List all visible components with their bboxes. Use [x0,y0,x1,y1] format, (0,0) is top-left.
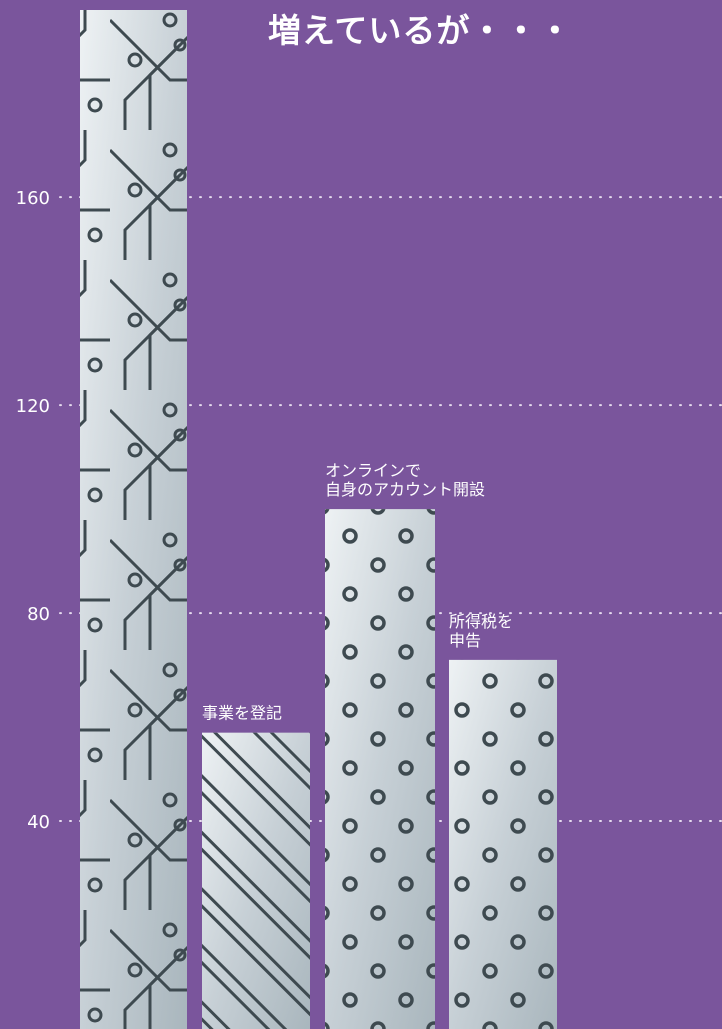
category-label: 事業を登記 [202,704,282,723]
y-tick-label: 120 [16,396,50,417]
bar-pattern-0 [80,10,187,1029]
bars-layer [80,10,557,1029]
category-label: オンラインで [325,461,421,480]
y-tick-label: 160 [16,188,50,209]
chart-title: 増えているが・・・ [268,11,573,50]
category-label: 申告 [449,631,481,650]
bar-pattern-3 [449,659,557,1029]
y-tick-label: 40 [27,812,50,833]
category-label: 自身のアカウント開設 [325,480,485,499]
y-tick-label: 80 [27,604,50,625]
category-label: 所得税を [449,612,513,631]
bar-pattern-1 [202,732,310,1029]
bar-pattern-2 [325,509,435,1029]
